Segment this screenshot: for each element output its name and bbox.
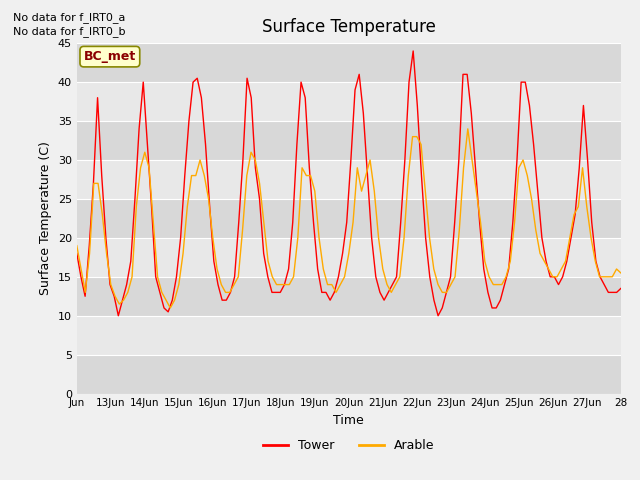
Y-axis label: Surface Temperature (C): Surface Temperature (C)	[39, 142, 52, 295]
X-axis label: Time: Time	[333, 414, 364, 427]
Bar	[77, 355, 621, 394]
Bar	[77, 43, 621, 82]
Bar	[77, 199, 621, 238]
Text: No data for f_IRT0_b: No data for f_IRT0_b	[13, 26, 125, 37]
Bar	[77, 121, 621, 160]
Text: BC_met: BC_met	[84, 50, 136, 63]
Bar	[77, 277, 621, 316]
Text: No data for f_IRT0_a: No data for f_IRT0_a	[13, 12, 125, 23]
Title: Surface Temperature: Surface Temperature	[262, 18, 436, 36]
Legend: Tower, Arable: Tower, Arable	[258, 434, 440, 457]
